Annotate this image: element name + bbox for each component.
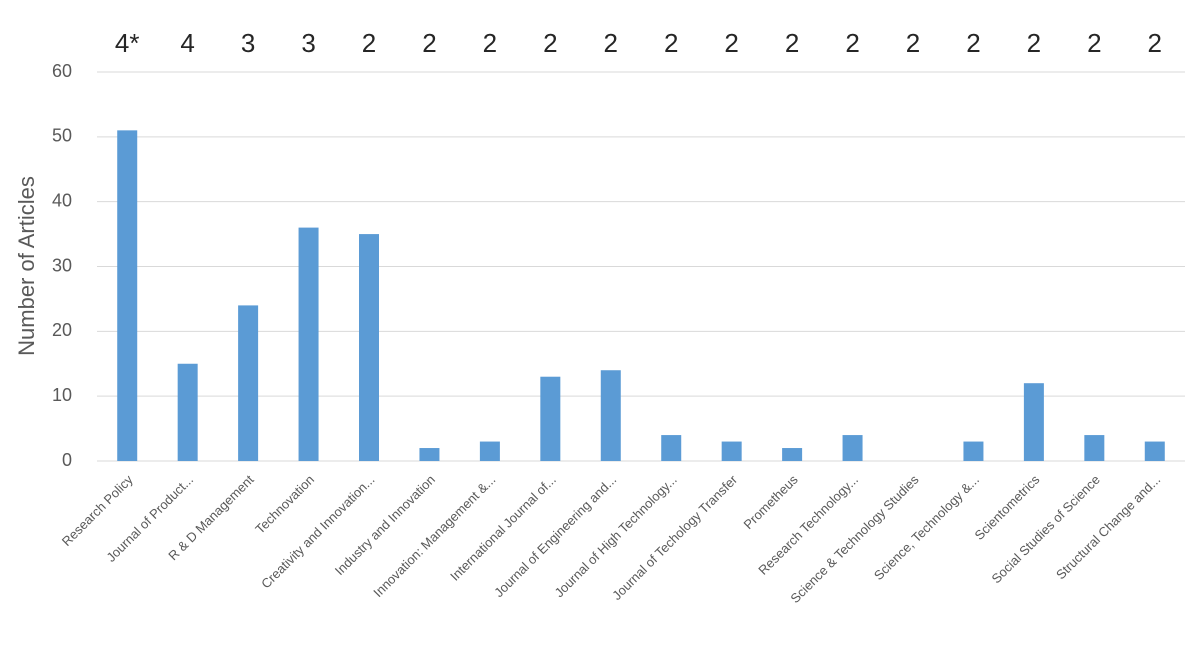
bar (842, 435, 863, 461)
y-tick-label: 30 (52, 255, 72, 275)
bar (963, 441, 984, 461)
x-tick-label: Technovation (252, 472, 317, 537)
y-tick-label: 20 (52, 320, 72, 340)
bar (238, 305, 259, 461)
bar (1144, 441, 1165, 461)
annotation: 2 (1148, 28, 1162, 58)
y-tick-label: 10 (52, 385, 72, 405)
annotation: 2 (785, 28, 799, 58)
annotation: 4 (180, 28, 194, 58)
annotation: 2 (483, 28, 497, 58)
x-tick-label: Industry and Innovation (332, 472, 438, 578)
bar (117, 130, 138, 461)
x-tick-label: Research Technology... (755, 472, 861, 578)
annotation: 2 (543, 28, 557, 58)
x-tick-label: Prometheus (740, 472, 801, 533)
x-tick-label: Structural Change and... (1053, 472, 1163, 582)
annotation: 3 (241, 28, 255, 58)
annotation: 2 (845, 28, 859, 58)
annotation: 2 (966, 28, 980, 58)
x-tick-label: Journal of Techology Transfer (609, 471, 741, 603)
y-tick-label: 60 (52, 61, 72, 81)
bar (721, 441, 742, 461)
annotation: 2 (664, 28, 678, 58)
bar (479, 441, 500, 461)
annotation: 2 (1087, 28, 1101, 58)
bar (298, 227, 319, 461)
x-tick-label: Science, Technology &... (871, 472, 982, 583)
x-tick-label: Journal of High Technology... (551, 472, 679, 600)
bar (1084, 435, 1105, 461)
annotation: 3 (301, 28, 315, 58)
x-tick-label: Social Studies of Science (989, 472, 1103, 586)
annotation: 4* (115, 28, 140, 58)
annotation: 2 (1027, 28, 1041, 58)
annotation: 2 (906, 28, 920, 58)
x-tick-label: Journal of Engineering and... (491, 472, 619, 600)
bar (1023, 383, 1044, 461)
y-tick-label: 40 (52, 190, 72, 210)
y-tick-label: 50 (52, 126, 72, 146)
y-tick-label: 0 (62, 450, 72, 470)
bar (540, 376, 561, 461)
bar (782, 448, 803, 461)
x-tick-label: International Journal of... (447, 472, 559, 584)
annotation: 2 (362, 28, 376, 58)
annotation: 2 (422, 28, 436, 58)
x-tick-label: Science & Technology Studies (787, 472, 921, 606)
x-tick-label: Creativity and Innovation... (258, 472, 377, 591)
bar (359, 234, 379, 461)
bar (177, 363, 198, 461)
x-tick-label: Innovation: Management &... (370, 472, 498, 600)
annotation: 2 (724, 28, 738, 58)
bar (600, 370, 621, 461)
annotation: 2 (604, 28, 618, 58)
bar (661, 435, 682, 461)
bar (419, 448, 440, 461)
y-axis-title: Number of Articles (14, 176, 39, 356)
